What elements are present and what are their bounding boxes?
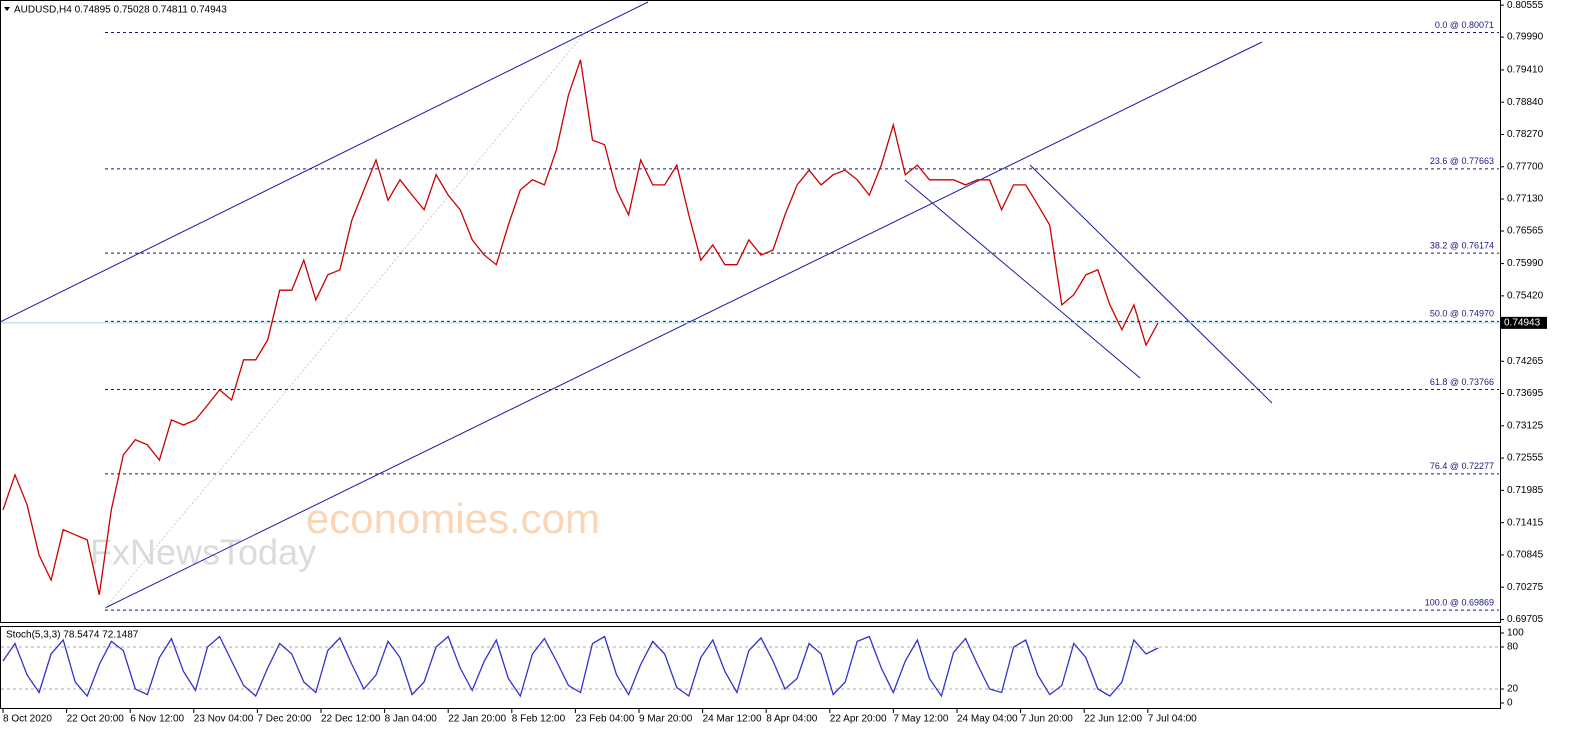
x-tick-label: 22 Jan 20:00 (448, 714, 506, 725)
x-tick-label: 8 Apr 04:00 (766, 714, 818, 725)
fib-base (104, 34, 584, 609)
x-tick-label: 7 Jul 04:00 (1148, 714, 1197, 725)
x-tick-label: 7 May 12:00 (893, 714, 948, 725)
x-tick-label: 9 Mar 20:00 (639, 714, 693, 725)
y-tick-label: 20 (1507, 684, 1519, 695)
x-tick-label: 8 Jan 04:00 (385, 714, 438, 725)
x-tick-label: 24 Mar 12:00 (703, 714, 762, 725)
y-tick-label: 0.80555 (1507, 0, 1544, 11)
price-line (2, 635, 1159, 698)
x-tick-label: 7 Dec 20:00 (257, 714, 311, 725)
watermark-brand: economies.com (306, 495, 600, 542)
x-tick-label: 7 Jun 20:00 (1021, 714, 1074, 725)
y-tick-label: 0.71415 (1507, 517, 1544, 528)
y-tick-label: 0.70275 (1507, 582, 1544, 593)
x-tick-label: 6 Nov 12:00 (130, 714, 184, 725)
y-tick-label: 0.78840 (1507, 97, 1544, 108)
symbol-header: AUDUSD,H4 0.74895 0.75028 0.74811 0.7494… (14, 5, 227, 16)
y-tick-label: 0.74265 (1507, 356, 1544, 367)
y-tick-label: 0 (1507, 698, 1513, 709)
x-tick-label: 8 Feb 12:00 (512, 714, 566, 725)
x-tick-label: 8 Oct 2020 (3, 714, 52, 725)
x-tick-label: 23 Feb 04:00 (575, 714, 634, 725)
y-tick-label: 80 (1507, 642, 1519, 653)
fib-label: 50.0 @ 0.74970 (1430, 309, 1494, 319)
y-tick-label: 0.78270 (1507, 129, 1544, 140)
watermark-sub: FxNewsToday (90, 532, 316, 573)
trend-line (0, 1, 649, 323)
y-tick-label: 0.75990 (1507, 258, 1544, 269)
price-frame (0, 0, 1501, 623)
x-tick-label: 22 Dec 12:00 (321, 714, 381, 725)
y-tick-label: 0.75420 (1507, 291, 1544, 302)
y-tick-label: 0.71985 (1507, 485, 1544, 496)
fib-label: 61.8 @ 0.73766 (1430, 377, 1494, 387)
y-tick-label: 0.77700 (1507, 161, 1544, 172)
fib-label: 23.6 @ 0.77663 (1430, 156, 1494, 166)
x-tick-label: 22 Apr 20:00 (830, 714, 887, 725)
y-tick-label: 0.70845 (1507, 550, 1544, 561)
price-line (2, 59, 1159, 595)
menu-icon[interactable] (4, 7, 10, 11)
stoch-frame (0, 626, 1501, 709)
x-tick-label: 22 Oct 20:00 (67, 714, 125, 725)
y-tick-label: 100 (1507, 628, 1524, 639)
x-tick-label: 22 Jun 12:00 (1084, 714, 1142, 725)
trend-lines (0, 1, 1273, 609)
current-price-label: 0.74943 (1504, 318, 1541, 329)
trend-line (104, 41, 1263, 609)
fib-label: 100.0 @ 0.69869 (1425, 598, 1494, 608)
panel-title: Stoch(5,3,3) 78.5474 72.1487 (6, 630, 139, 641)
y-tick-label: 0.73695 (1507, 388, 1544, 399)
trend-line (1029, 164, 1273, 404)
fib-label: 76.4 @ 0.72277 (1430, 461, 1494, 471)
y-tick-label: 0.79990 (1507, 32, 1544, 43)
current-price-tag (1501, 316, 1547, 329)
y-tick-label: 0.73125 (1507, 420, 1544, 431)
y-tick-label: 0.72555 (1507, 453, 1544, 464)
y-tick-label: 0.79410 (1507, 65, 1544, 76)
fib-label: 0.0 @ 0.80071 (1435, 20, 1494, 30)
fib-label: 38.2 @ 0.76174 (1430, 241, 1494, 251)
y-tick-label: 0.76565 (1507, 226, 1544, 237)
trend-line (904, 179, 1141, 379)
y-tick-label: 0.69705 (1507, 614, 1544, 625)
x-tick-label: 23 Nov 04:00 (194, 714, 254, 725)
y-tick-label: 0.77130 (1507, 194, 1544, 205)
x-tick-label: 24 May 04:00 (957, 714, 1018, 725)
